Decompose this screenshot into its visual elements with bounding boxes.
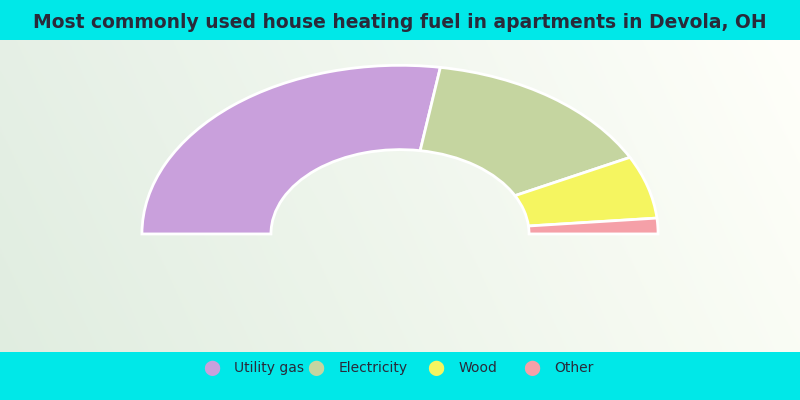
Text: ⬤: ⬤: [523, 360, 541, 376]
Wedge shape: [529, 218, 658, 234]
Wedge shape: [515, 157, 657, 226]
Text: Other: Other: [554, 361, 594, 375]
Wedge shape: [420, 67, 630, 196]
Text: ⬤: ⬤: [203, 360, 221, 376]
Wedge shape: [142, 65, 440, 234]
Text: ⬤: ⬤: [307, 360, 325, 376]
Text: ⬤: ⬤: [427, 360, 445, 376]
Text: Electricity: Electricity: [338, 361, 407, 375]
Text: Utility gas: Utility gas: [234, 361, 305, 375]
Text: Most commonly used house heating fuel in apartments in Devola, OH: Most commonly used house heating fuel in…: [33, 12, 767, 32]
Text: Wood: Wood: [458, 361, 498, 375]
